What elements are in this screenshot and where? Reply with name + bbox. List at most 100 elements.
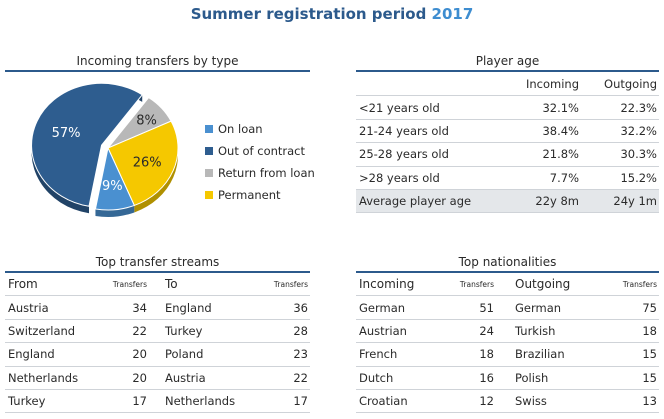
age-average-row: Average player age 22y 8m 24y 1m: [356, 188, 659, 214]
stream-to-count: 36: [255, 295, 310, 320]
stream-to-count: 28: [255, 318, 310, 343]
table-row: German 51 German 75: [356, 295, 659, 320]
table-row: 25-28 years old 21.8% 30.3%: [356, 142, 659, 167]
streams-col-from: From: [8, 277, 38, 292]
stream-to: Netherlands: [165, 388, 255, 414]
legend-item-permanent: Permanent: [205, 184, 315, 206]
nat-out: Polish: [515, 365, 603, 390]
nationalities-header-row: Incoming Transfers Outgoing Transfers: [356, 273, 659, 296]
legend-swatch-return-from-loan: [205, 169, 213, 177]
nat-out: German: [515, 295, 603, 320]
age-average-label: Average player age: [356, 188, 496, 214]
nat-in-count: 18: [444, 342, 494, 367]
age-outgoing: 30.3%: [579, 142, 659, 167]
age-outgoing: 32.2%: [579, 118, 659, 143]
nat-col-transfers-2: Transfers: [622, 279, 657, 289]
legend-label-return-from-loan: Return from loan: [218, 166, 315, 180]
streams-col-transfers-2: Transfers: [273, 279, 308, 289]
nat-out: Brazilian: [515, 342, 603, 367]
title-year: 2017: [431, 5, 474, 23]
pie-label-permanent: 26%: [133, 155, 162, 170]
nat-col-incoming: Incoming: [359, 277, 415, 292]
table-row: Turkey 17 Netherlands 17: [5, 388, 310, 414]
age-table: Incoming Outgoing <21 years old 32.1% 22…: [356, 73, 659, 214]
age-outgoing: 22.3%: [579, 95, 659, 120]
table-row: Austria 34 England 36: [5, 295, 310, 320]
nat-out: Swiss: [515, 388, 603, 414]
stream-from-count: 34: [93, 295, 147, 320]
nat-col-transfers: Transfers: [459, 279, 494, 289]
stream-from: Austria: [5, 295, 93, 320]
legend-label-out-of-contract: Out of contract: [218, 144, 306, 158]
pie-section-rule: [5, 70, 310, 72]
streams-col-transfers: Transfers: [112, 279, 147, 289]
streams-col-to: To: [165, 277, 178, 292]
pie-chart: 8% 26% 9% 57%: [31, 82, 179, 217]
page-title: Summer registration period 2017: [0, 5, 664, 23]
legend-swatch-on-loan: [205, 125, 213, 133]
stream-to-count: 23: [255, 342, 310, 367]
age-incoming: 32.1%: [496, 95, 579, 120]
table-row: <21 years old 32.1% 22.3%: [356, 95, 659, 120]
table-row: Switzerland 22 Turkey 28: [5, 318, 310, 343]
age-col-incoming: Incoming: [525, 77, 579, 92]
title-text: Summer registration period: [190, 5, 427, 23]
stream-to: Turkey: [165, 318, 255, 343]
age-incoming: 21.8%: [496, 142, 579, 167]
table-row: Croatian 12 Swiss 13: [356, 388, 659, 414]
pie-slices: [31, 82, 179, 211]
age-header-row: Incoming Outgoing: [356, 73, 659, 96]
stream-to-count: 17: [255, 388, 310, 414]
stream-from-count: 22: [93, 318, 147, 343]
age-incoming: 7.7%: [496, 165, 579, 190]
nat-in-count: 16: [444, 365, 494, 390]
table-row: England 20 Poland 23: [5, 342, 310, 367]
nat-out-count: 75: [603, 295, 659, 320]
age-col-outgoing: Outgoing: [604, 77, 657, 92]
nat-in: Austrian: [356, 318, 444, 343]
nat-in: Croatian: [356, 388, 444, 414]
pie-legend: On loan Out of contract Return from loan…: [205, 118, 315, 206]
pie-label-return-from-loan: 8%: [136, 113, 157, 128]
age-section-rule: [356, 70, 659, 72]
legend-item-on-loan: On loan: [205, 118, 315, 140]
nat-in-count: 51: [444, 295, 494, 320]
streams-section-title: Top transfer streams: [95, 255, 220, 269]
legend-item-return-from-loan: Return from loan: [205, 162, 315, 184]
nat-out-count: 18: [603, 318, 659, 343]
nationalities-table: Incoming Transfers Outgoing Transfers Ge…: [356, 273, 659, 414]
stream-from: Netherlands: [5, 365, 93, 390]
nat-in-count: 24: [444, 318, 494, 343]
pie-section-title: Incoming transfers by type: [76, 54, 239, 68]
stream-to-count: 22: [255, 365, 310, 390]
legend-label-permanent: Permanent: [218, 188, 281, 202]
table-row: French 18 Brazilian 15: [356, 342, 659, 367]
stream-from: England: [5, 342, 93, 367]
table-row: Netherlands 20 Austria 22: [5, 365, 310, 390]
age-outgoing: 15.2%: [579, 165, 659, 190]
table-row: Austrian 24 Turkish 18: [356, 318, 659, 343]
legend-label-on-loan: On loan: [218, 122, 263, 136]
age-label: >28 years old: [356, 165, 496, 190]
nationalities-section-title: Top nationalities: [458, 255, 557, 269]
streams-header-row: From Transfers To Transfers: [5, 273, 310, 296]
stream-to: Austria: [165, 365, 255, 390]
stream-to: England: [165, 295, 255, 320]
pie-label-out-of-contract: 57%: [52, 126, 81, 141]
table-row: >28 years old 7.7% 15.2%: [356, 165, 659, 190]
stream-from: Switzerland: [5, 318, 93, 343]
nat-out-count: 15: [603, 365, 659, 390]
stream-from-count: 17: [93, 388, 147, 414]
nat-in: French: [356, 342, 444, 367]
stream-from-count: 20: [93, 342, 147, 367]
nationalities-section-rule: [356, 271, 659, 273]
age-average-incoming: 22y 8m: [496, 188, 579, 214]
pie-labels: 8% 26% 9% 57%: [52, 113, 162, 194]
stream-from: Turkey: [5, 388, 93, 414]
legend-swatch-out-of-contract: [205, 147, 213, 155]
nat-out: Turkish: [515, 318, 603, 343]
nat-col-outgoing: Outgoing: [515, 277, 571, 292]
age-incoming: 38.4%: [496, 118, 579, 143]
age-label: 21-24 years old: [356, 118, 496, 143]
table-row: Dutch 16 Polish 15: [356, 365, 659, 390]
